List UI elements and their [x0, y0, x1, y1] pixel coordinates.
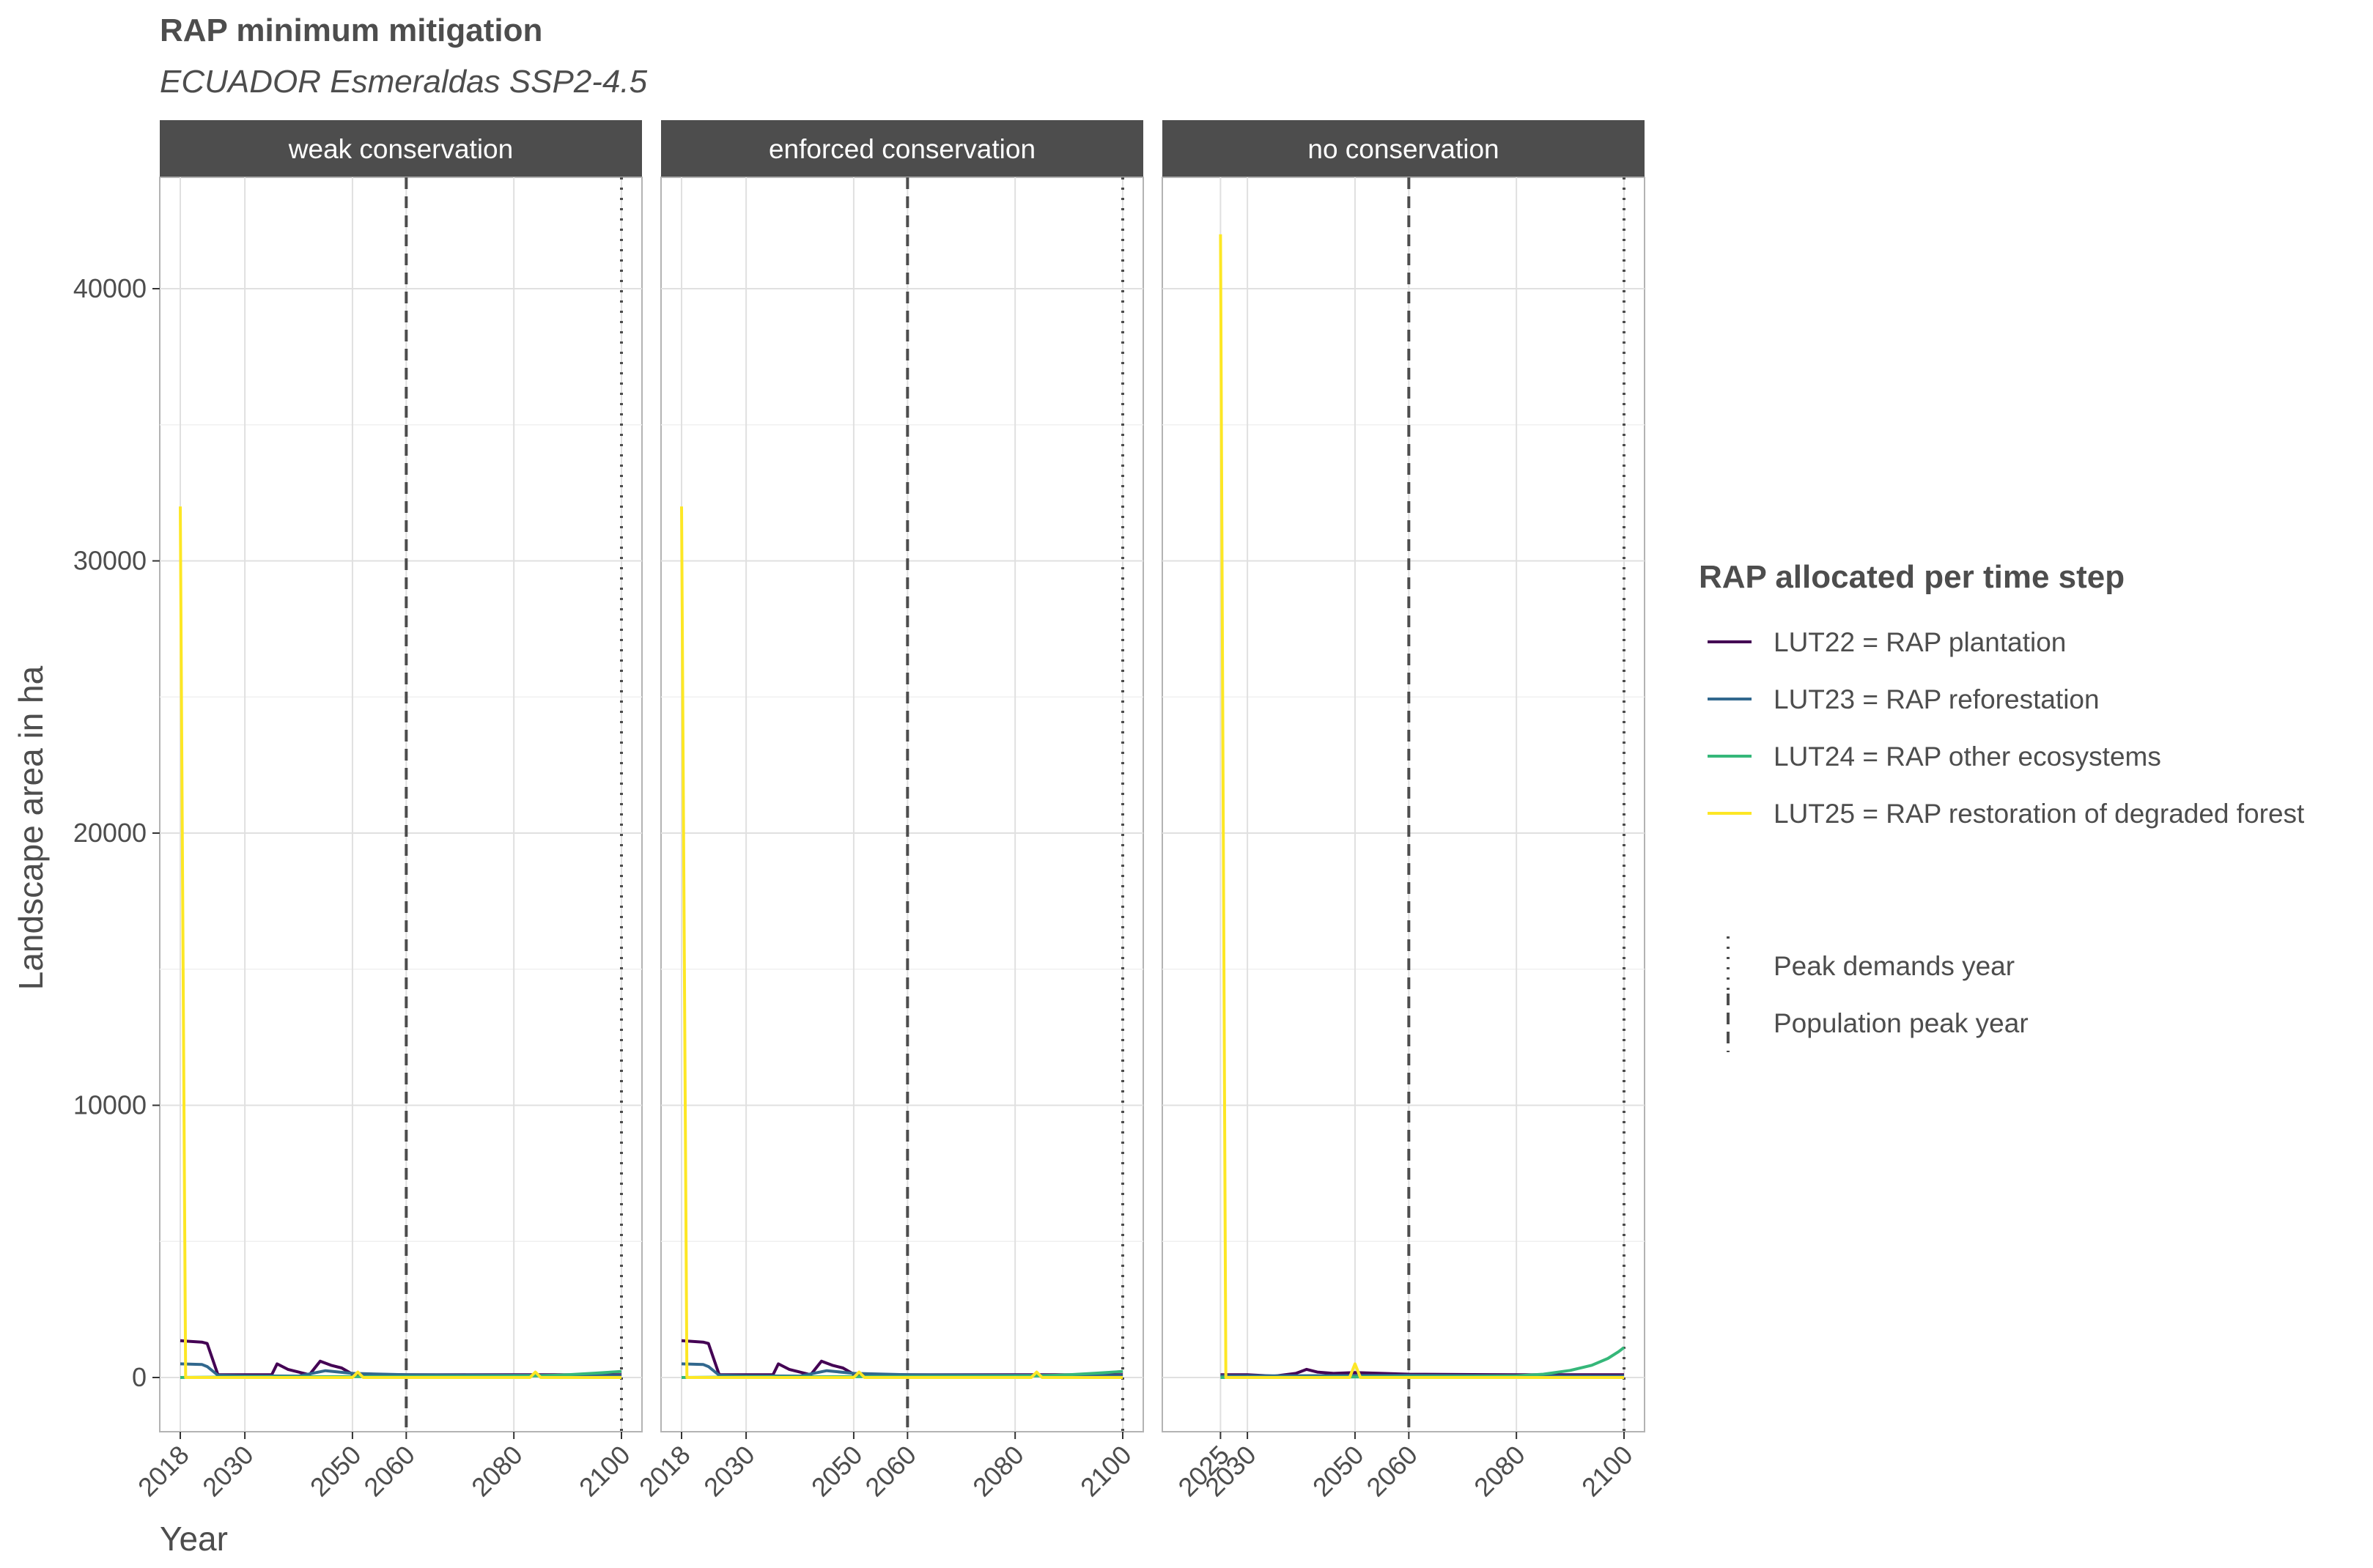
panel-strip-label: enforced conservation [769, 134, 1036, 164]
panel-strip-label: weak conservation [288, 134, 513, 164]
series-line [680, 506, 1123, 1379]
legend-entry: LUT22 = RAP plantation [1774, 627, 2066, 657]
legend-entry: LUT25 = RAP restoration of degraded fore… [1774, 799, 2305, 829]
x-tick-label: 2060 [859, 1440, 922, 1503]
panel-frame [159, 177, 643, 1432]
x-tick-label: 2100 [1576, 1440, 1639, 1503]
y-axis-title: Landscape area in ha [12, 665, 50, 990]
x-tick-label: 2080 [465, 1440, 528, 1503]
x-tick-label: 2018 [633, 1440, 696, 1503]
legend-entry: LUT24 = RAP other ecosystems [1774, 742, 2161, 772]
x-tick-label: 2018 [132, 1440, 195, 1503]
chart-title: RAP minimum mitigation [160, 12, 542, 48]
x-tick-label: 2030 [196, 1440, 259, 1503]
panel-strip-label: no conservation [1307, 134, 1499, 164]
y-tick-label: 0 [132, 1362, 147, 1392]
x-tick-label: 2050 [805, 1440, 868, 1503]
panel-frame [660, 177, 1144, 1432]
y-tick-label: 30000 [73, 546, 147, 576]
series-line [1219, 234, 1624, 1379]
x-tick-label: 2080 [1468, 1440, 1531, 1503]
x-tick-label: 2100 [1074, 1440, 1137, 1503]
panel-frame [1162, 177, 1645, 1432]
panel-strip [661, 120, 1143, 177]
x-axis-title: Year [160, 1520, 228, 1558]
y-tick-label: 20000 [73, 818, 147, 848]
x-tick-label: 2030 [698, 1440, 761, 1503]
series-line [179, 506, 621, 1379]
panel-strip [160, 120, 642, 177]
x-tick-label: 2060 [358, 1440, 421, 1503]
legend-entry: Peak demands year [1774, 951, 2015, 981]
x-tick-label: 2080 [967, 1440, 1030, 1503]
y-tick-label: 10000 [73, 1090, 147, 1120]
legend-entry: LUT23 = RAP reforestation [1774, 684, 2100, 714]
legend-entry: Population peak year [1774, 1008, 2029, 1038]
y-tick-label: 40000 [73, 273, 147, 303]
legend-title: RAP allocated per time step [1699, 559, 2125, 595]
x-tick-label: 2060 [1360, 1440, 1423, 1503]
chart-subtitle: ECUADOR Esmeraldas SSP2-4.5 [160, 64, 648, 100]
x-tick-label: 2050 [304, 1440, 367, 1503]
x-tick-label: 2050 [1307, 1440, 1370, 1503]
panel-strip [1162, 120, 1645, 177]
legend: RAP allocated per time step LUT22 = RAP … [1699, 559, 2305, 1052]
x-tick-label: 2100 [573, 1440, 636, 1503]
